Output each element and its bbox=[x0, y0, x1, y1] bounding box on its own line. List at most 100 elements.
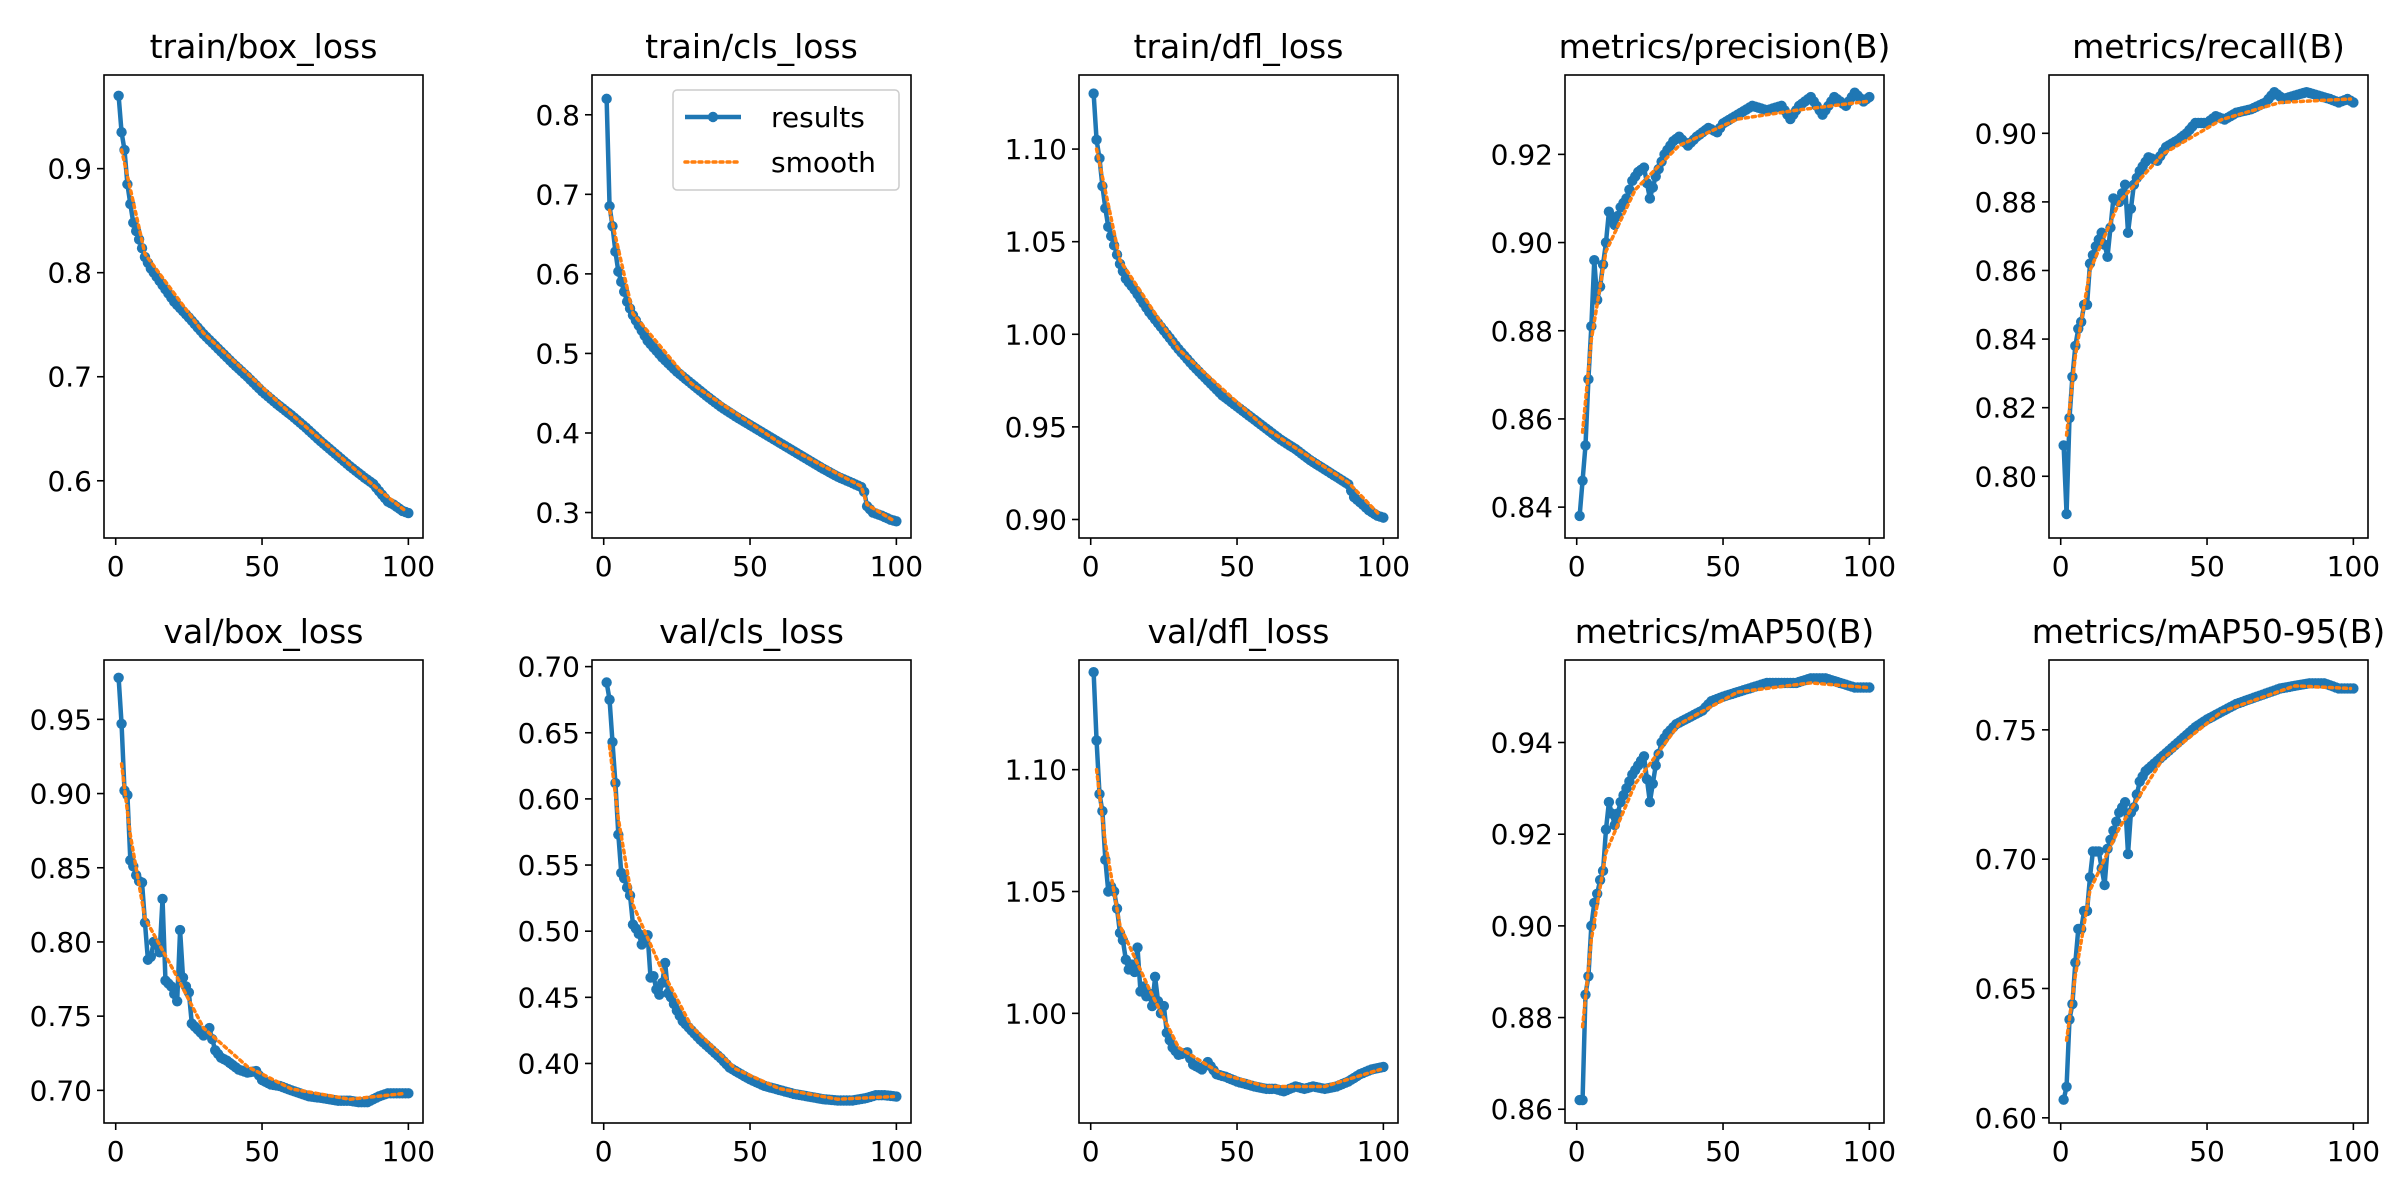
y-tick-label: 0.88 bbox=[1975, 186, 2037, 219]
results-point bbox=[2058, 440, 2069, 451]
results-point bbox=[1577, 1094, 1588, 1106]
legend: results smooth bbox=[672, 89, 900, 191]
results-point bbox=[1129, 966, 1140, 978]
results-point bbox=[891, 516, 902, 527]
x-tick-label: 100 bbox=[870, 550, 923, 583]
y-tick-label: 1.10 bbox=[1005, 754, 1067, 787]
x-tick-label: 100 bbox=[1843, 1135, 1896, 1168]
x-tick-label: 0 bbox=[1082, 550, 1100, 583]
chart-panel-1: train/box_loss 0 50 100 0.6 0.7 0.8 0.9 bbox=[47, 27, 435, 583]
results-point bbox=[1580, 440, 1591, 451]
results-series-line bbox=[1091, 672, 1384, 1094]
results-point bbox=[648, 970, 659, 982]
smooth-series-line bbox=[607, 744, 896, 1101]
legend-results-label: results bbox=[771, 101, 865, 134]
x-tick-label: 100 bbox=[2327, 1135, 2380, 1168]
x-tick-label: 0 bbox=[2052, 550, 2070, 583]
axes-frame bbox=[1564, 74, 1885, 539]
chart-panel-6: val/box_loss 0 50 100 0.70 0.75 0.80 0.85 0.90 0.… bbox=[30, 612, 435, 1168]
results-point bbox=[1644, 193, 1656, 204]
y-tick-label: 0.75 bbox=[1975, 714, 2037, 747]
y-tick-label: 0.45 bbox=[518, 981, 580, 1014]
x-tick-label: 50 bbox=[1705, 550, 1741, 583]
results-point bbox=[1864, 682, 1875, 693]
results-point bbox=[113, 672, 124, 684]
x-tick-label: 50 bbox=[244, 550, 280, 583]
axes-frame bbox=[1078, 659, 1399, 1124]
results-point bbox=[613, 266, 624, 277]
y-tick-label: 1.05 bbox=[1005, 226, 1067, 259]
results-point bbox=[1091, 134, 1102, 146]
results-point bbox=[1644, 796, 1656, 808]
results-series-line bbox=[1579, 676, 1870, 1103]
results-point bbox=[2111, 816, 2122, 827]
y-tick-label: 0.95 bbox=[1005, 411, 1067, 444]
results-point bbox=[2122, 848, 2134, 860]
results-point bbox=[403, 1088, 414, 1099]
results-point bbox=[1132, 942, 1143, 953]
axes-frame bbox=[1564, 659, 1885, 1124]
results-point bbox=[1088, 88, 1099, 99]
results-point bbox=[601, 93, 612, 105]
results-markers bbox=[1574, 87, 1875, 522]
results-point bbox=[2084, 872, 2096, 883]
axes-frame bbox=[103, 74, 424, 539]
results-series-line bbox=[1577, 90, 1871, 517]
y-tick-label: 0.92 bbox=[1491, 138, 1553, 171]
results-series-line bbox=[604, 682, 897, 1103]
x-tick-label: 0 bbox=[595, 550, 613, 583]
y-tick-label: 0.84 bbox=[1491, 491, 1553, 524]
results-point bbox=[1088, 666, 1099, 678]
y-tick-label: 0.95 bbox=[30, 703, 92, 736]
results-point bbox=[2058, 1094, 2069, 1105]
results-point bbox=[2061, 508, 2072, 520]
chart-panel-5: metrics/recall(B) 0 50 100 0.80 0.82 0.84 0.86 0… bbox=[1975, 27, 2380, 583]
results-point bbox=[1600, 824, 1612, 835]
results-point bbox=[1650, 760, 1661, 771]
smooth-series-line bbox=[119, 148, 408, 513]
results-point bbox=[145, 951, 157, 962]
results-point bbox=[1378, 512, 1389, 523]
results-markers bbox=[601, 677, 902, 1106]
chart-title: metrics/mAP50-95(B) bbox=[2032, 612, 2385, 651]
y-tick-label: 0.4 bbox=[535, 417, 580, 450]
smooth-series-line bbox=[2064, 684, 2353, 1042]
x-tick-label: 100 bbox=[2327, 550, 2380, 583]
legend-smooth-label: smooth bbox=[771, 146, 876, 179]
y-tick-label: 0.9 bbox=[47, 153, 92, 186]
results-series-line bbox=[116, 677, 409, 1105]
results-point bbox=[2061, 1081, 2072, 1092]
smooth-series-line bbox=[607, 208, 896, 523]
results-point bbox=[1158, 1000, 1170, 1012]
legend-results-marker bbox=[707, 111, 719, 123]
y-tick-label: 0.82 bbox=[1975, 392, 2037, 425]
results-point bbox=[2122, 227, 2134, 238]
x-tick-label: 50 bbox=[2189, 550, 2225, 583]
y-tick-label: 0.86 bbox=[1975, 254, 2037, 287]
y-tick-label: 0.85 bbox=[30, 852, 92, 885]
chart-title: train/dfl_loss bbox=[1134, 27, 1344, 66]
y-tick-label: 0.6 bbox=[47, 465, 92, 498]
y-tick-label: 0.88 bbox=[1491, 315, 1553, 348]
y-tick-label: 1.10 bbox=[1005, 133, 1067, 166]
results-point bbox=[618, 873, 630, 884]
y-tick-label: 0.80 bbox=[30, 926, 92, 959]
results-point bbox=[891, 1091, 902, 1102]
results-point bbox=[157, 893, 168, 905]
y-tick-label: 0.60 bbox=[1975, 1102, 2037, 1135]
y-tick-label: 0.60 bbox=[518, 783, 580, 816]
results-point bbox=[116, 127, 127, 138]
y-tick-label: 0.80 bbox=[1975, 460, 2037, 493]
x-tick-label: 50 bbox=[1705, 1135, 1741, 1168]
results-point bbox=[1577, 475, 1588, 486]
y-tick-label: 0.90 bbox=[1005, 503, 1067, 536]
chart-title: train/cls_loss bbox=[645, 27, 858, 66]
results-point bbox=[2102, 251, 2113, 262]
results-point bbox=[657, 977, 668, 988]
axes-frame bbox=[591, 74, 912, 539]
x-tick-label: 50 bbox=[1219, 1135, 1255, 1168]
x-tick-label: 50 bbox=[732, 1135, 768, 1168]
y-tick-label: 0.86 bbox=[1491, 403, 1553, 436]
smooth-series-line bbox=[1094, 767, 1383, 1089]
y-tick-label: 0.8 bbox=[535, 99, 580, 132]
